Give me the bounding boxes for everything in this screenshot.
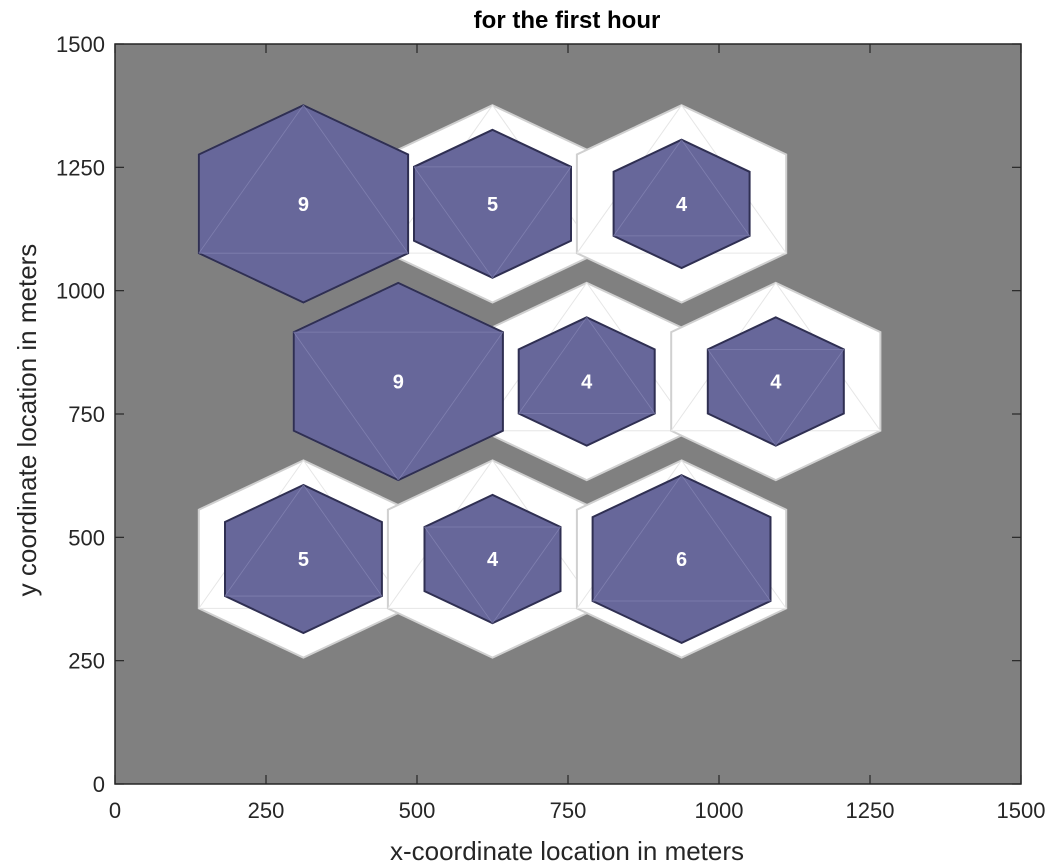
triangulation-line — [413, 166, 493, 279]
fill-triangulation — [198, 104, 409, 254]
x-tick-label: 750 — [550, 798, 587, 823]
y-axis-label: y coordinate location in meters — [12, 244, 42, 597]
triangulation-line — [681, 474, 771, 602]
cell-value-label: 4 — [676, 194, 688, 216]
cell-value-label: 5 — [487, 194, 498, 216]
plot-area: 9 5 4 9 4 4 5 4 6 — [114, 43, 1022, 785]
triangulation-line — [775, 349, 845, 446]
fill-triangulation — [413, 166, 572, 279]
cell-value-label: 5 — [298, 549, 309, 571]
fill-triangulation — [613, 139, 750, 237]
triangulation-line — [518, 317, 588, 414]
x-tick-label: 250 — [248, 798, 285, 823]
triangulation-line — [492, 166, 572, 279]
triangulation-line — [492, 526, 561, 624]
cell-value-label: 6 — [676, 549, 687, 571]
y-tick-label: 1000 — [56, 279, 105, 304]
triangulation-line — [397, 331, 504, 481]
x-tick-label: 1500 — [997, 798, 1046, 823]
fill-triangulation — [592, 474, 771, 602]
y-tick-label: 1500 — [56, 32, 105, 57]
triangulation-line — [613, 139, 682, 237]
cell-value-label: 9 — [393, 371, 404, 393]
cell-value-label: 4 — [770, 371, 782, 393]
triangulation-line — [303, 104, 409, 254]
x-tick-label: 1000 — [695, 798, 744, 823]
fill-triangulation — [707, 348, 845, 446]
x-tick-label: 500 — [399, 798, 436, 823]
y-tick-label: 500 — [68, 525, 105, 550]
y-tick-label: 1250 — [56, 155, 105, 180]
fill-triangulation — [224, 484, 383, 597]
x-tick-label: 1250 — [846, 798, 895, 823]
x-axis-label: x-coordinate location in meters — [390, 836, 744, 866]
fill-triangulation — [293, 331, 504, 481]
triangulation-line — [224, 484, 304, 597]
y-tick-label: 250 — [68, 649, 105, 674]
chart-title: for the first hour — [474, 7, 661, 34]
axis-ticks: 0 250 500 750 1000 1250 1500 0 250 500 750 1000 1250… — [56, 32, 1045, 823]
triangulation-line — [681, 139, 750, 237]
fill-triangulation — [518, 317, 656, 414]
fill-triangulation — [424, 526, 561, 624]
triangulation-line — [707, 349, 777, 446]
triangulation-line — [424, 526, 493, 624]
triangulation-line — [293, 331, 399, 481]
cell-value-label: 4 — [487, 549, 499, 571]
triangulation-line — [303, 484, 383, 597]
cell-value-label: 9 — [298, 194, 309, 216]
triangulation-line — [586, 317, 656, 414]
triangulation-line — [592, 474, 682, 602]
y-tick-label: 750 — [68, 402, 105, 427]
y-tick-label: 0 — [93, 772, 105, 797]
triangulation-line — [198, 104, 304, 254]
x-tick-label: 0 — [109, 798, 121, 823]
cell-value-label: 4 — [581, 371, 593, 393]
